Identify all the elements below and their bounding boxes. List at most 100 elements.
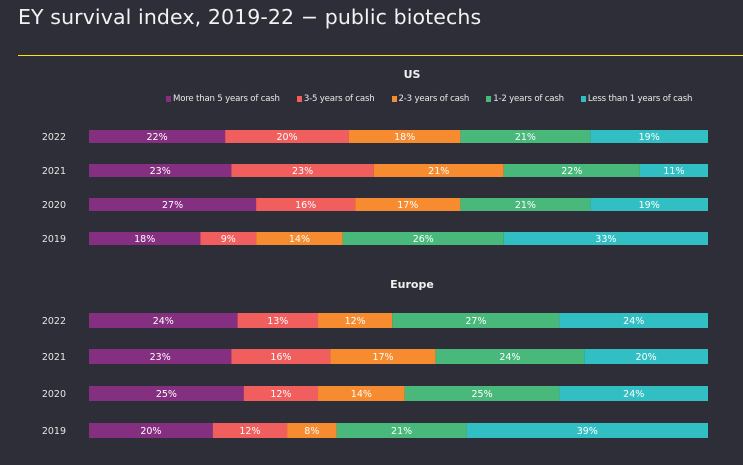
bar-segment — [355, 198, 461, 211]
legend-swatch — [296, 96, 302, 102]
bar-segment — [330, 349, 436, 364]
bar-segment — [318, 313, 393, 328]
data-label: 24% — [153, 316, 174, 327]
panel-us: 2022 22% 20% 18% 21% 19% 2021 23% 23% 21% 22% 11% 20… — [42, 130, 708, 245]
data-label: 18% — [394, 132, 415, 143]
bar-segment — [89, 130, 226, 143]
bar-segment — [460, 198, 591, 211]
data-label: 12% — [345, 316, 366, 327]
bar-segment — [503, 232, 708, 245]
data-label: 24% — [499, 352, 520, 363]
bar-segment — [373, 164, 504, 177]
data-label: 22% — [147, 132, 168, 143]
bar-segment — [342, 232, 504, 245]
bar-segment — [231, 164, 374, 177]
chart-legend: More than 5 years of cash 3-5 years of c… — [166, 94, 692, 104]
legend-swatch — [391, 96, 397, 102]
bar-segment — [225, 130, 349, 143]
category-label: 2019 — [42, 426, 66, 437]
data-label: 26% — [413, 234, 434, 245]
data-label: 17% — [397, 200, 418, 211]
panel-europe: 2022 24% 13% 12% 27% 24% 2021 23% 16% 17% 24% 20% 20… — [42, 313, 708, 438]
bar-segment — [392, 313, 560, 328]
data-label: 18% — [134, 234, 155, 245]
data-label: 21% — [515, 132, 536, 143]
legend-label: 2-3 years of cash — [398, 94, 470, 104]
legend-item: 2-3 years of cash — [391, 94, 470, 104]
bar-segment — [237, 313, 319, 328]
data-label: 14% — [351, 389, 372, 400]
data-label: 27% — [162, 200, 183, 211]
bar-segment — [256, 232, 343, 245]
category-label: 2021 — [42, 352, 66, 363]
legend-swatch — [166, 96, 171, 102]
category-label: 2019 — [42, 234, 66, 245]
bar-segment — [559, 313, 708, 328]
bar-segment — [89, 164, 232, 177]
bar-segment — [89, 313, 238, 328]
bar-segment — [212, 423, 288, 438]
bar-segment — [200, 232, 257, 245]
data-label: 12% — [239, 426, 260, 437]
legend-item: 1-2 years of cash — [486, 94, 564, 104]
title-divider — [18, 55, 743, 56]
legend-swatch — [486, 96, 492, 102]
data-label: 17% — [372, 352, 393, 363]
data-label: 22% — [561, 166, 582, 177]
data-label: 27% — [465, 316, 486, 327]
bar-segment — [348, 130, 461, 143]
data-label: 23% — [150, 166, 171, 177]
category-label: 2020 — [42, 389, 66, 400]
bar-segment — [435, 349, 585, 364]
category-label: 2022 — [42, 132, 66, 143]
bar-segment — [89, 423, 213, 438]
bar-segment — [503, 164, 640, 177]
data-label: 8% — [304, 426, 319, 437]
bar-segment — [89, 198, 257, 211]
bar-segment — [231, 349, 331, 364]
data-label: 16% — [270, 352, 291, 363]
bar-segment — [318, 386, 405, 401]
bar-segment — [336, 423, 467, 438]
bar-segment — [559, 386, 708, 401]
data-label: 21% — [391, 426, 412, 437]
bar-segment — [590, 198, 708, 211]
data-label: 14% — [289, 234, 310, 245]
data-label: 20% — [636, 352, 657, 363]
data-label: 25% — [156, 389, 177, 400]
data-label: 39% — [577, 426, 598, 437]
legend-label: More than 5 years of cash — [173, 94, 280, 104]
data-label: 12% — [270, 389, 291, 400]
category-label: 2021 — [42, 166, 66, 177]
panel-title-us: US — [403, 68, 421, 81]
legend-item: 3-5 years of cash — [296, 94, 375, 104]
bar-segment — [287, 423, 337, 438]
data-label: 19% — [639, 132, 660, 143]
category-label: 2022 — [42, 316, 66, 327]
data-label: 19% — [639, 200, 660, 211]
data-label: 11% — [663, 166, 684, 177]
bar-segment — [89, 386, 244, 401]
panel-title-europe: Europe — [390, 278, 434, 291]
bar-segment — [460, 130, 591, 143]
page-title: EY survival index, 2019-22 − public biot… — [18, 5, 482, 29]
data-label: 20% — [277, 132, 298, 143]
bar-segment — [89, 349, 232, 364]
data-label: 24% — [623, 389, 644, 400]
bar-segment — [466, 423, 708, 438]
legend-label: 1-2 years of cash — [493, 94, 564, 104]
bar-segment — [404, 386, 560, 401]
legend-item: More than 5 years of cash — [166, 94, 280, 104]
bar-segment — [243, 386, 319, 401]
data-label: 9% — [221, 234, 236, 245]
data-label: 25% — [472, 389, 493, 400]
data-label: 21% — [515, 200, 536, 211]
legend-item: Less than 1 years of cash — [580, 94, 692, 104]
data-label: 13% — [267, 316, 288, 327]
bar-segment — [639, 164, 708, 177]
data-label: 20% — [140, 426, 161, 437]
data-label: 23% — [150, 352, 171, 363]
data-label: 24% — [623, 316, 644, 327]
data-label: 16% — [295, 200, 316, 211]
